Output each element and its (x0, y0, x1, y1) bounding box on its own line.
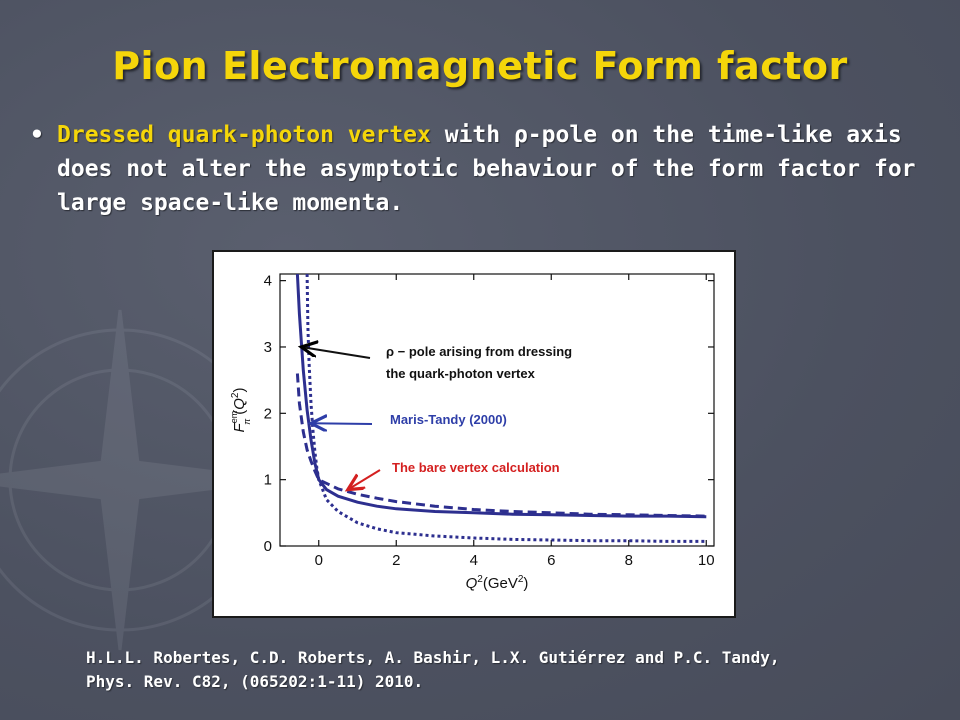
form-factor-chart: 0 2 4 6 8 10 0 1 2 3 4 ρ − pole arising from dress… (229, 273, 715, 592)
y-tick-label: 0 (264, 538, 272, 555)
bullet-highlight: Dressed quark-photon vertex (57, 122, 431, 148)
annotation-arrow-red (348, 469, 381, 490)
x-axis-label: Q2(GeV2) (466, 574, 529, 592)
annotation-label: the quark-photon vertex (386, 366, 536, 381)
series-dotted-line (305, 274, 707, 543)
y-tick-label: 3 (264, 339, 272, 356)
x-tick-label: 2 (392, 552, 400, 569)
bullet-point: • Dressed quark-photon vertex with ρ-pole… (30, 118, 960, 220)
annotation-arrow-black (301, 347, 371, 359)
series-dashed-line (295, 373, 707, 518)
annotation-label: The bare vertex calculation (392, 460, 560, 475)
figure-frame: 0 2 4 6 8 10 0 1 2 3 4 ρ − pole arising from dress… (212, 250, 736, 618)
annotation-label: Maris-Tandy (2000) (390, 412, 507, 427)
x-tick-label: 6 (547, 552, 555, 569)
x-tick-label: 4 (470, 552, 478, 569)
annotation-label: ρ − pole arising from dressing (386, 344, 572, 359)
slide-title: Pion Electromagnetic Form factor (112, 44, 848, 88)
bullet-text: with ρ-pole on the time-like axis does n… (57, 122, 916, 216)
series-solid-line (295, 274, 707, 519)
y-tick-label: 4 (264, 273, 272, 290)
citation: H.L.L. Robertes, C.D. Roberts, A. Bashir… (86, 646, 946, 694)
x-tick-label: 0 (315, 552, 323, 569)
y-tick-label: 2 (264, 405, 272, 422)
citation-line-2: Phys. Rev. C82, (065202:1-11) 2010. (86, 672, 424, 691)
y-tick-label: 1 (264, 472, 272, 489)
y-axis-label: Fem π(Q2) (229, 388, 252, 433)
plot-area-frame (279, 273, 715, 547)
citation-line-1: H.L.L. Robertes, C.D. Roberts, A. Bashir… (86, 648, 780, 667)
annotation-arrow-blue (311, 423, 373, 424)
x-tick-label: 8 (625, 552, 633, 569)
bullet-marker: • (30, 122, 44, 148)
series-group (295, 274, 707, 543)
x-tick-label: 10 (698, 552, 715, 569)
